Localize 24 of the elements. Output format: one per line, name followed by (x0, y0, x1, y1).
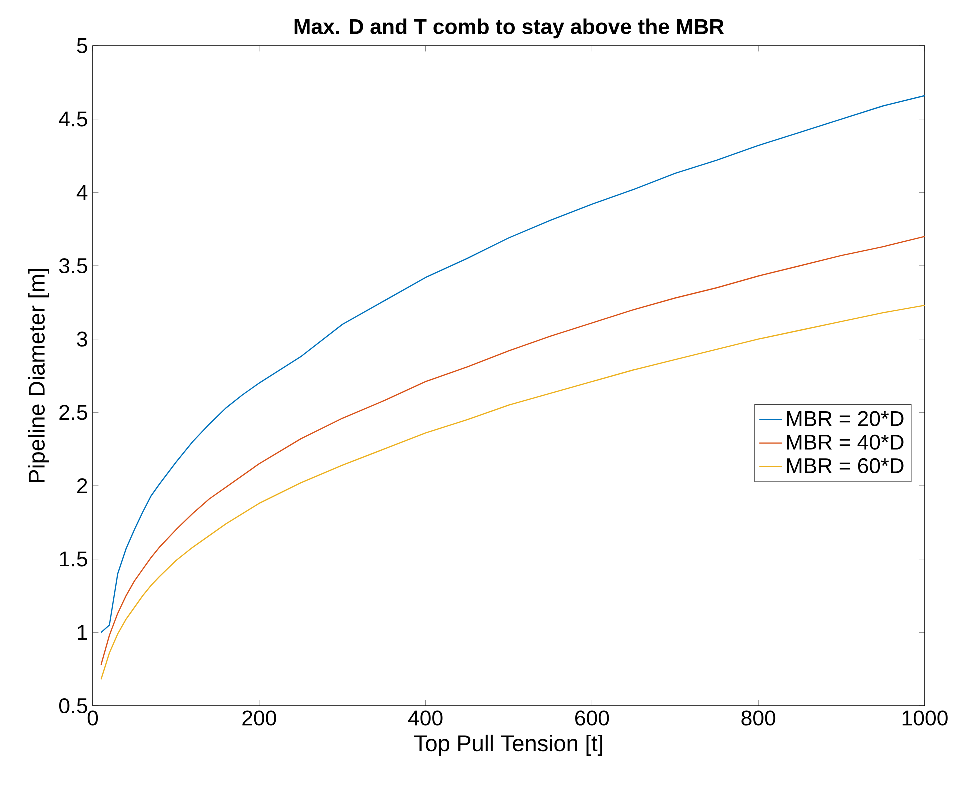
y-tick-label: 3 (77, 332, 88, 347)
y-tick-label: 1 (78, 625, 88, 640)
x-tick-label: 400 (408, 710, 443, 726)
x-tick-label: 200 (242, 710, 276, 726)
legend-label: MBR = 20*D (787, 411, 904, 426)
y-tick-label: 4.5 (59, 112, 88, 127)
x-tick-label: 800 (742, 710, 776, 726)
line-series (100, 95, 926, 634)
y-axis-title: Pipeline Diameter [m] (28, 269, 50, 482)
y-tick-label: 5 (77, 38, 88, 54)
x-axis-title: Top Pull Tension [t] (414, 734, 602, 756)
y-tick-label: 2 (77, 478, 88, 494)
y-tick-label: 0.5 (59, 698, 88, 714)
legend-label: MBR = 40*D (787, 434, 904, 450)
legend-label: MBR = 60*D (787, 458, 904, 474)
x-tick-label: 1000 (902, 710, 948, 726)
line-series (100, 236, 926, 666)
y-tick-label: 1.5 (60, 552, 88, 567)
chart-title: Max. D and T comb to stay above the MBR (294, 18, 724, 39)
y-tick-label: 2.5 (60, 405, 88, 420)
x-tick-label: 0 (88, 710, 98, 726)
y-tick-label: 3.5 (59, 258, 88, 274)
y-tick-label: 4 (76, 185, 88, 200)
x-tick-label: 600 (575, 710, 610, 726)
